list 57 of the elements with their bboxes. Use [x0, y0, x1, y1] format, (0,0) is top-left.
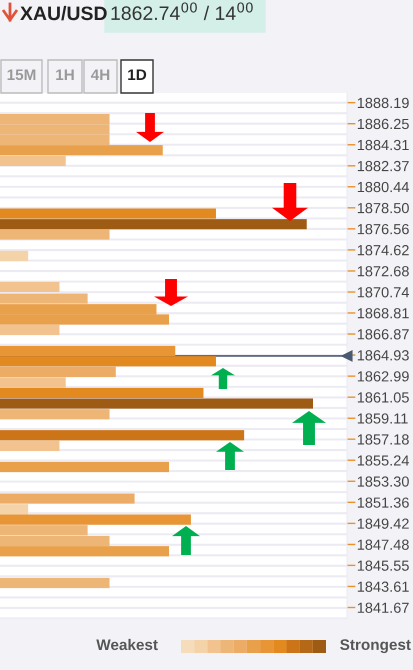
y-tick-label: 1849.42	[358, 518, 409, 529]
y-tick-label: 1868.81	[358, 308, 409, 318]
text: Weakest	[96, 638, 158, 650]
bar	[0, 356, 216, 366]
bar	[0, 377, 66, 388]
chart-title: XAU/USD	[20, 6, 107, 20]
bar	[0, 282, 60, 292]
bar	[0, 409, 110, 420]
text: 15M	[8, 69, 36, 80]
bar	[0, 145, 163, 156]
bar	[0, 229, 110, 240]
y-tick-label: 1874.62	[358, 245, 409, 256]
bar	[0, 514, 191, 525]
bar	[0, 156, 66, 166]
text: 1D	[128, 69, 146, 80]
bar	[0, 324, 60, 335]
y-tick-label: 1888.19	[358, 98, 409, 108]
chart-subtitle: 1862.74$^{00}$ / 14$^{00}$	[111, 2, 253, 20]
bar	[0, 250, 28, 261]
bar	[0, 293, 88, 304]
bar	[0, 388, 204, 398]
y-tick-label: 1866.87	[358, 329, 409, 340]
text: 1H	[56, 69, 74, 80]
y-tick-label: 1845.55	[358, 560, 409, 571]
y-tick-label: 1841.67	[358, 602, 409, 613]
bar	[0, 366, 116, 377]
y-tick-label: 1872.68	[358, 266, 409, 276]
y-tick-label: 1843.61	[358, 582, 409, 592]
y-tick-label: 1853.30	[358, 476, 409, 487]
y-tick-label: 1880.44	[358, 182, 410, 192]
y-tick-label: 1847.48	[358, 540, 409, 550]
y-tick-label: 1870.74	[358, 287, 410, 298]
text: 4H	[90, 69, 110, 80]
y-tick-label: 1859.11	[358, 413, 408, 424]
bar	[0, 462, 170, 472]
y-tick-label: 1851.36	[358, 497, 409, 508]
y-tick-label: 1882.37	[358, 160, 409, 172]
y-tick-label: 1876.56	[358, 224, 409, 234]
text: Strongest	[340, 639, 411, 654]
bar	[0, 346, 176, 356]
bar	[0, 578, 110, 588]
bar	[0, 208, 216, 219]
bar	[0, 493, 135, 504]
y-tick-label: 1857.18	[358, 434, 409, 445]
y-tick-label: 1878.50	[358, 202, 409, 214]
y-tick-label: 1855.24	[358, 455, 410, 466]
y-tick-label: 1884.31	[358, 140, 409, 150]
bar	[0, 440, 60, 452]
bar	[0, 546, 170, 556]
y-tick-label: 1862.99	[358, 371, 409, 382]
y-tick-label: 1864.93	[358, 350, 409, 361]
bar	[0, 398, 313, 409]
y-tick-label: 1861.05	[358, 392, 409, 403]
bar	[0, 504, 28, 514]
y-tick-label: 1886.25	[358, 118, 409, 130]
bar	[0, 219, 307, 230]
bar	[0, 430, 244, 440]
